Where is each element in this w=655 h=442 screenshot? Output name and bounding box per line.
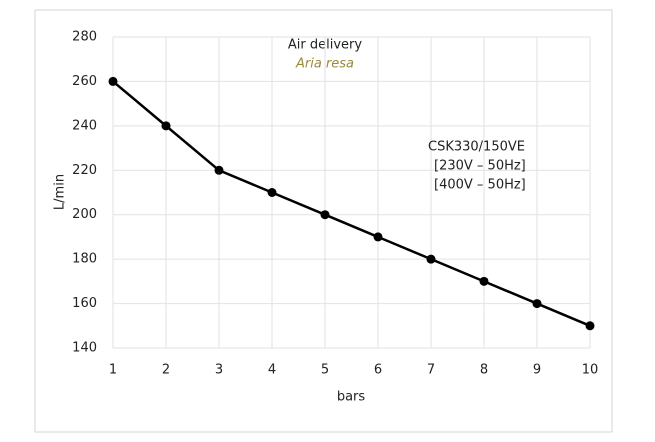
data-point [585, 321, 595, 331]
y-tick-label: 220 [72, 163, 97, 178]
x-tick-label: 10 [582, 363, 599, 378]
data-point [373, 232, 383, 242]
data-point [161, 121, 171, 131]
annotation: [230V – 50Hz] [434, 159, 526, 174]
x-tick-label: 8 [480, 363, 488, 378]
annotation: [400V – 50Hz] [434, 178, 526, 193]
y-tick-label: 160 [72, 296, 97, 311]
data-point [532, 299, 542, 309]
y-tick-label: 180 [72, 252, 97, 267]
y-tick-label: 140 [72, 341, 97, 356]
x-tick-label: 9 [533, 363, 541, 378]
y-tick-label: 200 [72, 207, 97, 222]
y-tick-label: 260 [72, 74, 97, 89]
x-tick-label: 3 [215, 363, 223, 378]
x-tick-label: 6 [374, 363, 382, 378]
x-axis-label: bars [337, 390, 366, 405]
data-point [426, 254, 436, 264]
annotation: CSK330/150VE [428, 140, 525, 155]
x-tick-label: 2 [162, 363, 170, 378]
y-axis-label: L/min [53, 174, 68, 210]
x-tick-label: 1 [109, 363, 117, 378]
y-tick-label: 280 [72, 30, 97, 45]
x-tick-label: 7 [427, 363, 435, 378]
data-point [267, 188, 277, 197]
x-tick-label: 4 [268, 363, 276, 378]
data-point [108, 76, 118, 86]
data-line [112, 80, 591, 327]
x-tick-label: 5 [321, 363, 329, 378]
data-point [479, 276, 489, 286]
y-tick-label: 240 [72, 118, 97, 133]
data-point [214, 165, 224, 175]
chart-frame [34, 9, 613, 433]
data-point [320, 210, 330, 220]
